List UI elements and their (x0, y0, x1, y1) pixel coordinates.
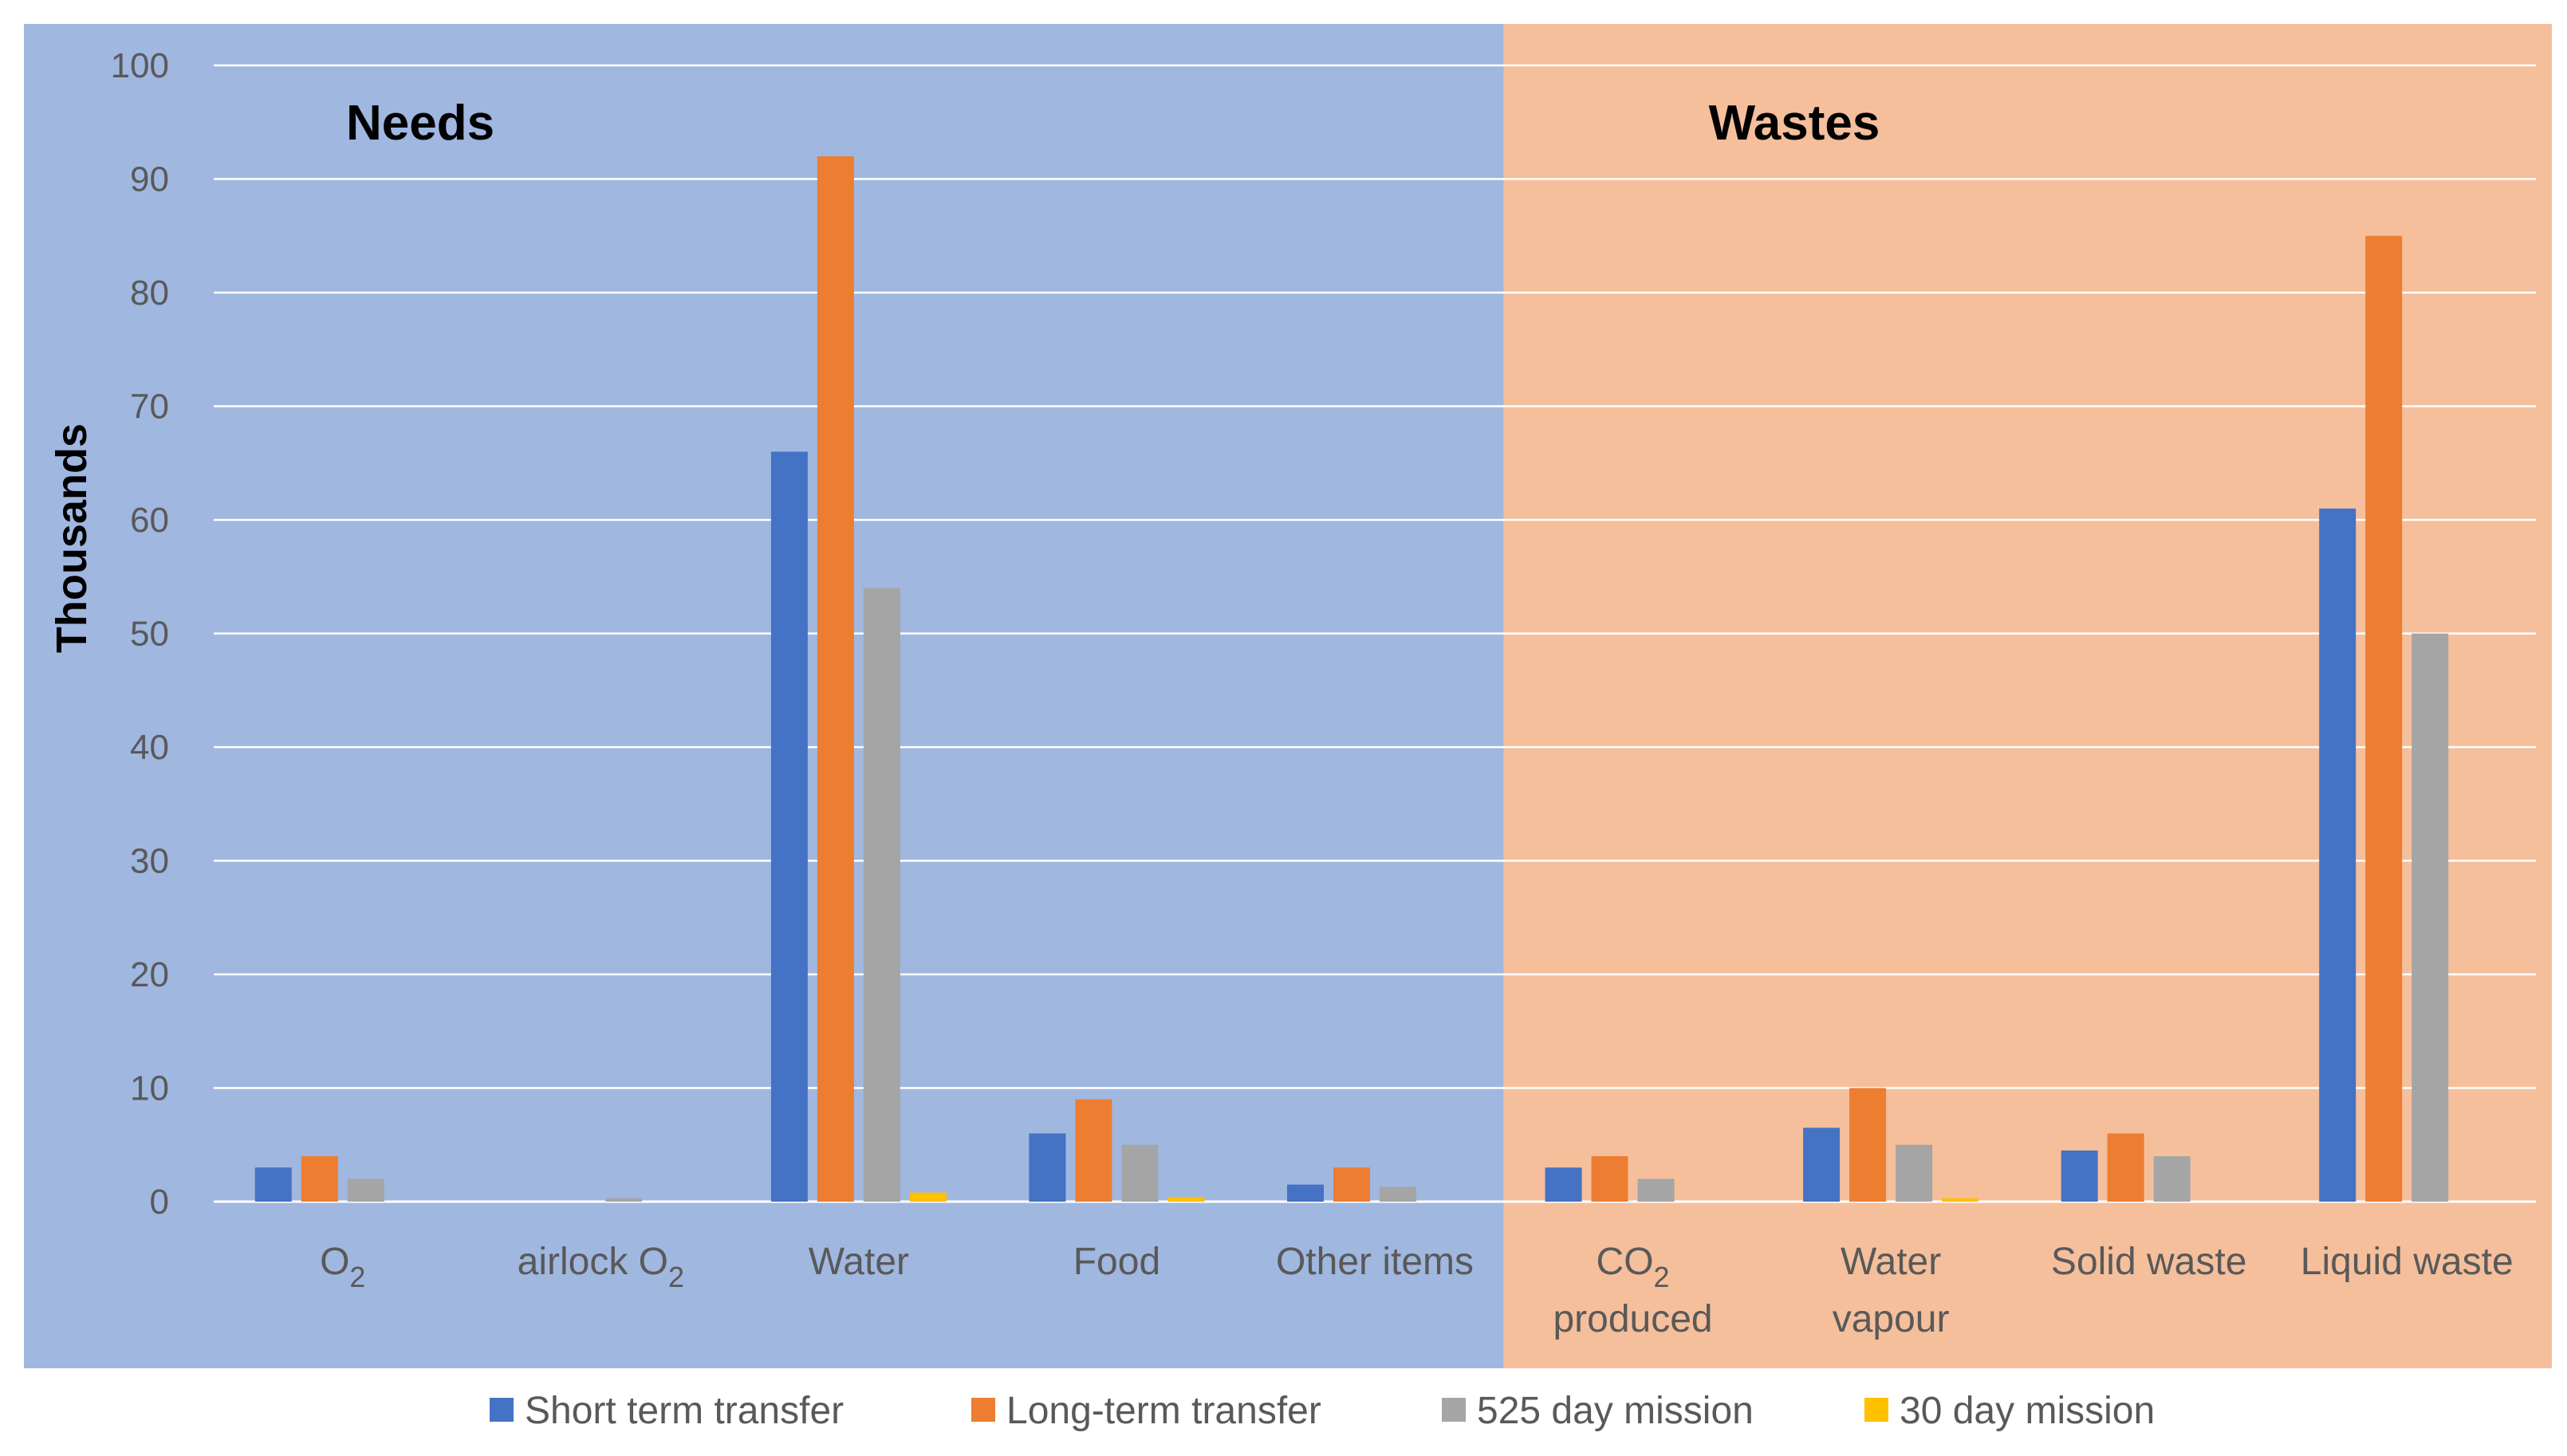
x-category-label: Water (809, 1241, 909, 1283)
bar-525-day-mission-6 (1896, 1144, 1933, 1202)
y-tick-label: 0 (150, 1183, 169, 1222)
bar-short-term-transfer-8 (2319, 508, 2356, 1202)
y-tick-label: 60 (130, 501, 169, 540)
legend-label: 525 day mission (1477, 1390, 1754, 1432)
x-category-label-line2: vapour (1833, 1298, 1950, 1340)
bar-short-term-transfer-4 (1287, 1184, 1324, 1202)
legend-label: 30 day mission (1900, 1390, 2155, 1432)
bar-long-term-transfer-3 (1075, 1099, 1112, 1202)
bar-525-day-mission-2 (863, 588, 900, 1202)
bars (254, 156, 2449, 1202)
legend-label: Long-term transfer (1006, 1390, 1321, 1432)
y-tick-label: 20 (130, 955, 169, 994)
y-tick-label: 10 (130, 1069, 169, 1108)
bar-long-term-transfer-2 (817, 156, 854, 1202)
y-tick-label: 70 (130, 388, 169, 427)
bar-long-term-transfer-0 (301, 1156, 338, 1202)
x-category-label: Other items (1276, 1241, 1474, 1283)
legend-swatch (490, 1398, 514, 1422)
legend-swatch (1442, 1398, 1466, 1422)
x-category-label: Liquid waste (2301, 1241, 2514, 1283)
y-axis-label: Thousands (48, 423, 96, 653)
bar-long-term-transfer-6 (1849, 1088, 1887, 1202)
y-tick-label: 40 (130, 728, 169, 767)
bar-525-day-mission-3 (1121, 1144, 1159, 1202)
bar-30-day-mission-2 (909, 1192, 947, 1202)
bar-long-term-transfer-7 (2107, 1133, 2144, 1202)
bar-525-day-mission-8 (2411, 633, 2449, 1202)
bar-30-day-mission-3 (1167, 1197, 1205, 1202)
x-axis: O2 airlock O2 Water Food Other items CO2 produ… (320, 1241, 2514, 1340)
x-category-label: Water (1841, 1241, 1941, 1283)
legend-swatch (971, 1398, 995, 1422)
region-label-wastes: Wastes (1709, 96, 1880, 151)
bar-525-day-mission-0 (347, 1179, 384, 1202)
y-tick-label: 100 (111, 46, 169, 85)
bar-525-day-mission-1 (605, 1198, 643, 1202)
y-tick-label: 30 (130, 842, 169, 881)
y-tick-label: 50 (130, 615, 169, 654)
bar-525-day-mission-7 (2153, 1156, 2191, 1202)
bar-525-day-mission-5 (1637, 1179, 1675, 1202)
bar-short-term-transfer-0 (254, 1167, 292, 1202)
bar-525-day-mission-4 (1380, 1186, 1416, 1202)
y-axis: 0 10 20 30 40 50 60 70 80 90 100 (111, 46, 169, 1222)
gridlines (214, 64, 2536, 1203)
region-label-needs: Needs (346, 96, 494, 151)
legend: Short term transfer Long-term transfer 525… (490, 1390, 2155, 1432)
legend-swatch (1864, 1398, 1888, 1422)
region-needs (24, 24, 1504, 1368)
y-tick-label: 90 (130, 160, 169, 199)
bar-30-day-mission-6 (1942, 1198, 1979, 1202)
x-category-label: Solid waste (2051, 1241, 2246, 1283)
bar-long-term-transfer-4 (1333, 1167, 1370, 1202)
bar-short-term-transfer-7 (2061, 1150, 2098, 1202)
bar-long-term-transfer-8 (2365, 235, 2403, 1202)
bar-short-term-transfer-3 (1029, 1133, 1066, 1202)
x-category-label: Food (1073, 1241, 1160, 1283)
x-category-label: O2 (320, 1241, 365, 1293)
bar-long-term-transfer-5 (1591, 1156, 1628, 1202)
y-tick-label: 80 (130, 273, 169, 313)
bar-short-term-transfer-2 (770, 451, 808, 1202)
x-category-label-line2: produced (1553, 1298, 1712, 1340)
legend-label: Short term transfer (525, 1390, 844, 1432)
bar-short-term-transfer-5 (1545, 1167, 1582, 1202)
x-category-label: CO2 (1597, 1241, 1670, 1293)
x-category-label: airlock O2 (518, 1241, 684, 1293)
bar-short-term-transfer-6 (1803, 1127, 1841, 1202)
